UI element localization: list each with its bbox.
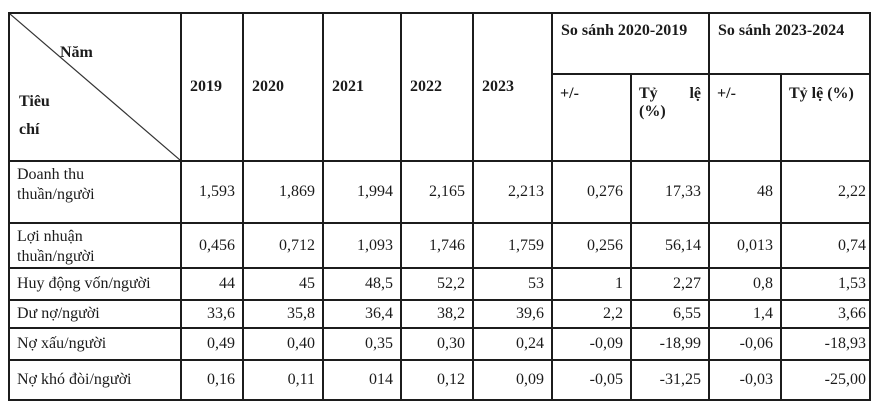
subheader-ty-le-text: Tỷ lệ (%) — [639, 85, 701, 120]
data-cell: 0,09 — [472, 359, 553, 401]
data-cell: 48 — [708, 160, 782, 224]
row-label-line: thuần/người — [17, 186, 95, 203]
row-label-line: Doanh thu — [17, 166, 85, 183]
subheader-ty-le: Tỷ lệ (%) — [630, 73, 710, 162]
data-cell: 1 — [551, 267, 632, 301]
data-cell: 0,30 — [400, 327, 474, 361]
data-cell: -0,06 — [708, 327, 782, 361]
data-cell: 0,16 — [180, 359, 244, 401]
subheader-plus-minus: +/- — [708, 73, 782, 162]
data-cell: 0,11 — [242, 359, 324, 401]
row-label: Dư nợ/người — [8, 299, 182, 329]
row-label-line: Lợi nhuận — [17, 228, 83, 245]
data-cell: 52,2 — [400, 267, 474, 301]
row-label: Doanh thu thuần/người — [8, 160, 182, 224]
data-cell: 0,24 — [472, 327, 553, 361]
data-cell: 35,8 — [242, 299, 324, 329]
table-row: Huy động vốn/người 44 45 48,5 52,2 53 1 … — [8, 267, 871, 301]
data-cell: -18,99 — [630, 327, 710, 361]
data-cell: 39,6 — [472, 299, 553, 329]
year-header-2022: 2022 — [400, 12, 474, 162]
data-cell: 3,66 — [780, 299, 871, 329]
data-cell: 38,2 — [400, 299, 474, 329]
year-header-2021: 2021 — [322, 12, 402, 162]
data-cell: 1,759 — [472, 222, 553, 269]
data-cell: 2,22 — [780, 160, 871, 224]
corner-label-tieu-chi: Tiêu chí — [19, 88, 50, 144]
year-header-2020: 2020 — [242, 12, 324, 162]
row-label: Lợi nhuận thuần/người — [8, 222, 182, 269]
data-cell: 1,994 — [322, 160, 402, 224]
data-cell: 56,14 — [630, 222, 710, 269]
data-cell: 014 — [322, 359, 402, 401]
data-cell: 1,53 — [780, 267, 871, 301]
year-header-2023: 2023 — [472, 12, 553, 162]
corner-label-line: Tiêu — [19, 93, 50, 110]
row-label: Huy động vốn/người — [8, 267, 182, 301]
comparison-table: Năm Tiêu chí 2019 2020 2021 2022 2023 So… — [8, 12, 871, 401]
diagonal-divider — [10, 14, 180, 160]
table-row: Nợ khó đòi/người 0,16 0,11 014 0,12 0,09… — [8, 359, 871, 401]
data-cell: 1,093 — [322, 222, 402, 269]
data-cell: 0,013 — [708, 222, 782, 269]
data-cell: 36,4 — [322, 299, 402, 329]
row-label-line: thuần/người — [17, 248, 95, 265]
data-cell: 2,27 — [630, 267, 710, 301]
data-cell: 0,40 — [242, 327, 324, 361]
data-cell: 44 — [180, 267, 244, 301]
data-cell: -0,03 — [708, 359, 782, 401]
data-cell: -18,93 — [780, 327, 871, 361]
data-cell: 0,456 — [180, 222, 244, 269]
data-cell: 0,8 — [708, 267, 782, 301]
data-cell: -25,00 — [780, 359, 871, 401]
data-cell: 0,712 — [242, 222, 324, 269]
data-cell: 1,4 — [708, 299, 782, 329]
data-cell: 53 — [472, 267, 553, 301]
data-cell: 2,213 — [472, 160, 553, 224]
table-row: Lợi nhuận thuần/người 0,456 0,712 1,093 … — [8, 222, 871, 269]
data-cell: 17,33 — [630, 160, 710, 224]
data-cell: 0,256 — [551, 222, 632, 269]
row-label: Nợ khó đòi/người — [8, 359, 182, 401]
data-cell: 33,6 — [180, 299, 244, 329]
compare-header-2023-2024: So sánh 2023-2024 — [708, 12, 871, 75]
row-label: Nợ xấu/người — [8, 327, 182, 361]
year-header-2019: 2019 — [180, 12, 244, 162]
data-cell: 2,165 — [400, 160, 474, 224]
corner-label-line: chí — [19, 121, 40, 138]
data-cell: -0,05 — [551, 359, 632, 401]
compare-header-2020-2019: So sánh 2020-2019 — [551, 12, 710, 75]
data-cell: 0,49 — [180, 327, 244, 361]
data-cell: 0,12 — [400, 359, 474, 401]
data-cell: 1,593 — [180, 160, 244, 224]
table-row: Nợ xấu/người 0,49 0,40 0,35 0,30 0,24 -0… — [8, 327, 871, 361]
data-cell: 48,5 — [322, 267, 402, 301]
table-row: Dư nợ/người 33,6 35,8 36,4 38,2 39,6 2,2… — [8, 299, 871, 329]
data-cell: 45 — [242, 267, 324, 301]
data-cell: -0,09 — [551, 327, 632, 361]
data-cell: 0,74 — [780, 222, 871, 269]
subheader-plus-minus: +/- — [551, 73, 632, 162]
subheader-ty-le: Tỷ lệ (%) — [780, 73, 871, 162]
data-cell: 2,2 — [551, 299, 632, 329]
table-row: Doanh thu thuần/người 1,593 1,869 1,994 … — [8, 160, 871, 224]
data-cell: 0,35 — [322, 327, 402, 361]
data-cell: 1,869 — [242, 160, 324, 224]
data-cell: -31,25 — [630, 359, 710, 401]
data-cell: 6,55 — [630, 299, 710, 329]
data-cell: 1,746 — [400, 222, 474, 269]
corner-label-nam: Năm — [60, 44, 93, 61]
data-cell: 0,276 — [551, 160, 632, 224]
corner-cell: Năm Tiêu chí — [8, 12, 182, 162]
